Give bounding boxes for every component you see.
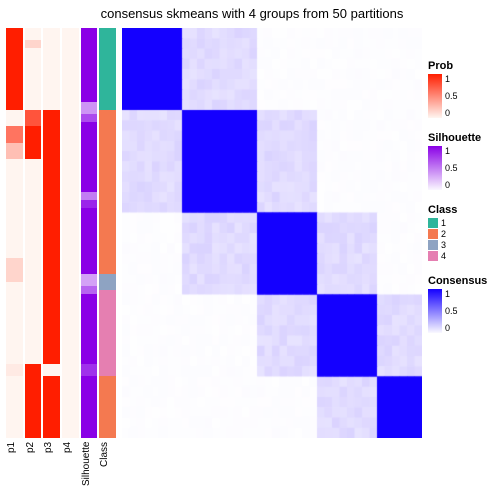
annot-label-class: Class [99,442,116,502]
annot-col-p3 [43,28,60,438]
annot-cell [6,126,23,142]
page-title: consensus skmeans with 4 groups from 50 … [0,6,504,21]
annot-cell [81,294,98,364]
legend-ticks: 10.50 [442,289,458,333]
annot-col-p2 [25,28,42,438]
annot-cell [81,208,98,274]
annot-cell [81,364,98,376]
class-item-1: 1 [428,218,500,228]
annot-col-p4 [62,28,79,438]
annot-cell [81,376,98,438]
annot-cell [25,126,42,159]
class-label: 1 [441,218,446,228]
annot-col-silhouette [81,28,98,438]
annot-cell [43,28,60,110]
legend-ticks: 10.50 [442,146,458,190]
annot-cell [81,192,98,200]
legend-gradient [428,289,442,333]
legend-gradient [428,74,442,118]
annot-cell [25,28,42,40]
annot-cell [43,376,60,438]
annotation-labels: p1p2p3p4SilhouetteClass [6,442,116,502]
annot-cell [62,28,79,438]
legend-gradient [428,146,442,190]
annot-cell [99,110,116,274]
annot-cell [6,28,23,110]
annot-cell [6,159,23,257]
annot-label-p4: p4 [62,442,79,502]
annot-cell [25,110,42,126]
class-item-4: 4 [428,251,500,261]
annotation-tracks [6,28,116,438]
annot-cell [81,200,98,208]
legend-title: Prob [428,60,500,72]
annot-cell [25,159,42,364]
class-swatch [428,218,438,228]
annot-cell [25,40,42,48]
annot-cell [25,48,42,110]
annot-col-p1 [6,28,23,438]
class-swatch [428,229,438,239]
legend-title: Class [428,204,500,216]
class-item-2: 2 [428,229,500,239]
annot-cell [81,122,98,192]
consensus-heatmap [122,28,422,438]
annot-cell [6,282,23,364]
annot-cell [6,364,23,376]
annot-cell [6,110,23,126]
legend-prob: Prob 10.50 [428,60,500,118]
legend-silhouette: Silhouette 10.50 [428,132,500,190]
annot-cell [43,110,60,364]
annot-cell [99,376,116,438]
annot-cell [99,28,116,110]
legend-ticks: 10.50 [442,74,458,118]
annot-col-class [99,28,116,438]
annot-cell [81,274,98,286]
class-item-3: 3 [428,240,500,250]
annot-cell [81,28,98,102]
annot-cell [6,143,23,159]
annot-cell [81,102,98,114]
annot-cell [99,290,116,376]
class-swatch [428,251,438,261]
annot-cell [25,364,42,438]
annot-cell [6,258,23,283]
class-label: 4 [441,251,446,261]
legend-panel: Prob 10.50 Silhouette 10.50 Class 1234 Consens… [428,60,500,347]
legend-title: Silhouette [428,132,500,144]
annot-label-p3: p3 [43,442,60,502]
class-swatch [428,240,438,250]
annot-cell [43,364,60,376]
annot-cell [6,376,23,438]
class-label: 2 [441,229,446,239]
annot-cell [81,114,98,122]
legend-title: Consensus [428,275,500,287]
class-label: 3 [441,240,446,250]
legend-consensus: Consensus 10.50 [428,275,500,333]
annot-label-silhouette: Silhouette [81,442,98,502]
legend-class: Class 1234 [428,204,500,261]
annot-label-p1: p1 [6,442,23,502]
annot-label-p2: p2 [25,442,42,502]
annot-cell [99,274,116,290]
annot-cell [81,286,98,294]
